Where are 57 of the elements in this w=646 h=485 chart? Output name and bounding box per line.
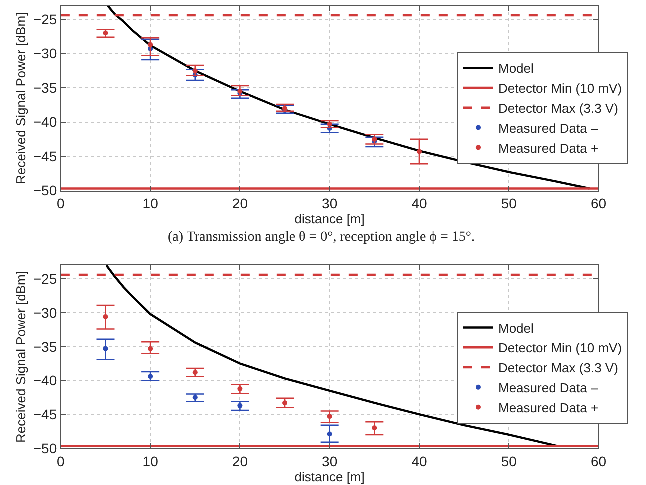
y-tick-label: −35 <box>33 80 58 96</box>
point <box>192 395 198 400</box>
point <box>416 149 422 154</box>
point <box>238 403 243 408</box>
x-tick-label: 50 <box>501 453 518 470</box>
y-tick-label: −30 <box>33 304 58 321</box>
y-tick-label: −35 <box>33 338 58 355</box>
x-tick-label: 20 <box>232 453 248 470</box>
point <box>103 30 108 36</box>
x-tick-label: 0 <box>57 453 66 470</box>
x-tick-label: 20 <box>232 196 248 212</box>
legend-label: Detector Max (3.3 V) <box>498 360 618 376</box>
x-tick-label: 10 <box>142 196 159 212</box>
point <box>103 314 108 320</box>
y-tick-label: −50 <box>33 182 58 199</box>
point <box>192 370 198 376</box>
legend-label: Measured Data – <box>498 380 599 396</box>
legend-label: Detector Min (10 mV) <box>498 340 622 356</box>
y-tick-label: −45 <box>33 406 58 423</box>
x-tick-label: 40 <box>412 453 428 470</box>
legend-label: Measured Data + <box>498 400 599 416</box>
y-tick-label: −40 <box>33 114 58 130</box>
point <box>238 89 243 94</box>
legend-label: Detector Min (10 mV) <box>498 81 622 96</box>
x-tick-label: 60 <box>590 453 607 470</box>
x-tick-label: 0 <box>57 196 66 212</box>
x-tick-label: 30 <box>322 453 338 470</box>
x-tick-label: 10 <box>142 453 159 470</box>
y-axis-title: Received Signal Power [dBm] <box>13 271 28 444</box>
point <box>148 42 154 48</box>
y-tick-label: −25 <box>33 270 58 287</box>
x-axis-title: distance [m] <box>294 469 365 484</box>
point <box>238 386 243 392</box>
y-tick-label: −30 <box>33 46 58 62</box>
point <box>148 374 154 380</box>
point <box>103 346 108 352</box>
x-tick-label: 30 <box>322 196 338 212</box>
legend-label: Measured Data + <box>498 140 599 156</box>
legend-label: Model <box>498 61 534 76</box>
point <box>327 122 332 127</box>
x-axis-title: distance [m] <box>294 212 365 227</box>
point <box>282 400 288 406</box>
legend-label: Model <box>498 320 534 336</box>
point <box>192 68 198 74</box>
x-tick-label: 40 <box>412 196 428 212</box>
y-tick-label: −50 <box>33 440 58 456</box>
y-tick-label: −25 <box>33 12 58 28</box>
y-tick-label: −40 <box>33 372 58 389</box>
y-tick-label: −45 <box>33 148 58 164</box>
x-tick-label: 60 <box>590 196 607 212</box>
point <box>148 346 154 352</box>
x-tick-label: 50 <box>501 196 518 212</box>
text: (a) Transmission angle θ = 0°, reception angle ϕ = 15°. <box>168 230 476 245</box>
legend-label: Measured Data – <box>498 120 599 136</box>
point <box>372 136 378 142</box>
legend-label: Detector Max (3.3 V) <box>498 100 618 116</box>
y-axis-title: Received Signal Power [dBm] <box>13 12 28 184</box>
